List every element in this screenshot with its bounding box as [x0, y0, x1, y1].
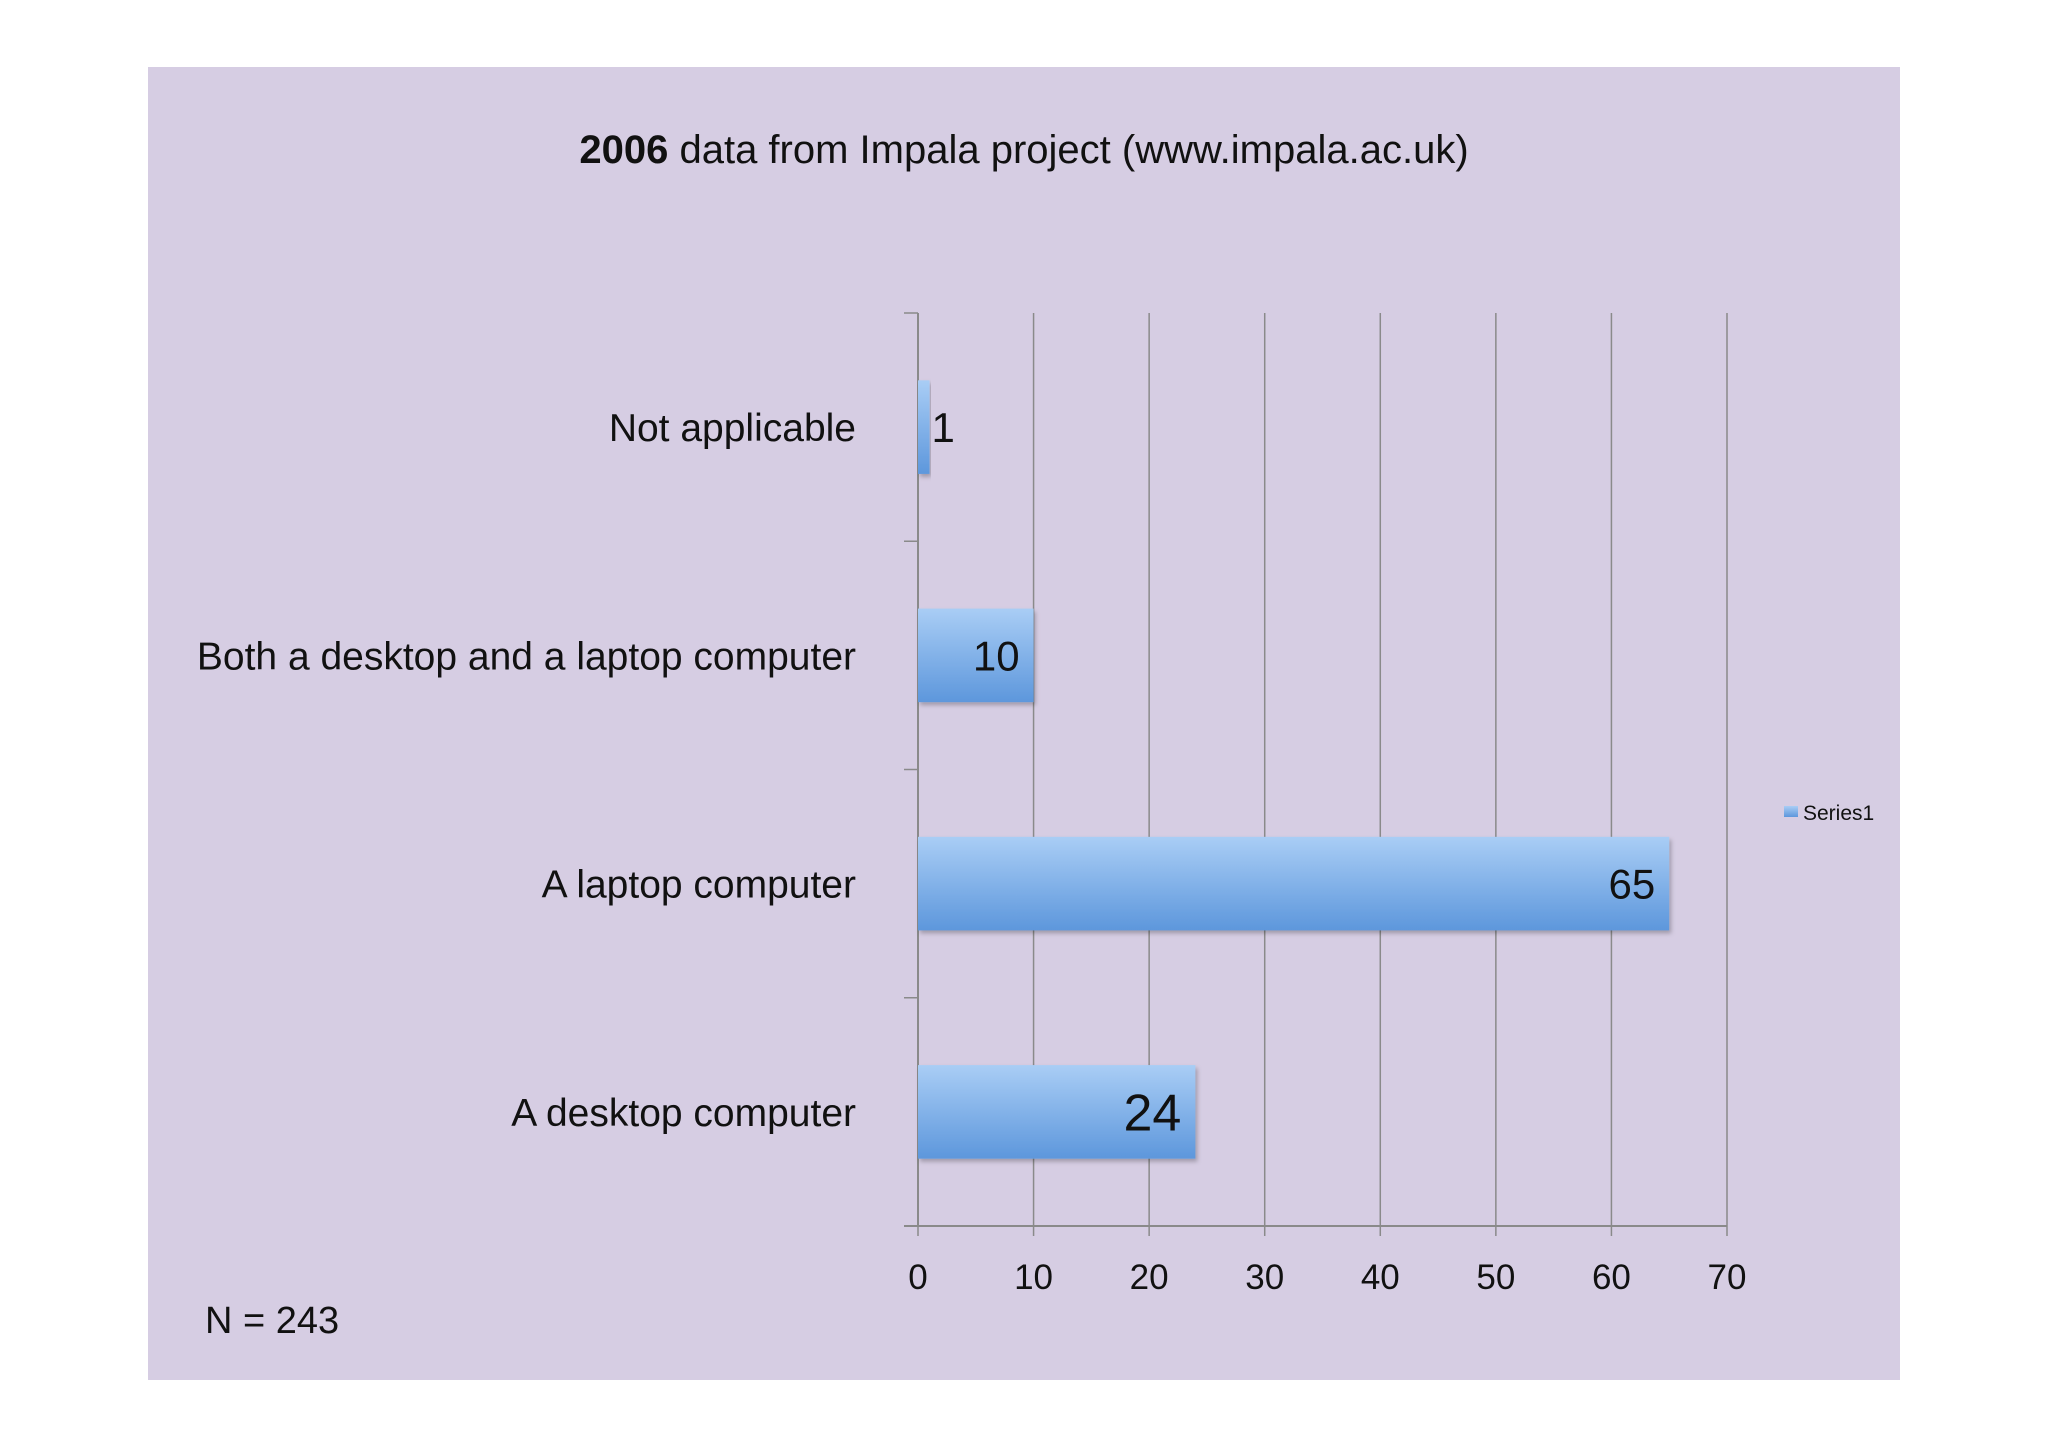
data-label: 1	[932, 404, 955, 451]
bar	[918, 380, 930, 474]
x-tick-label: 60	[1592, 1258, 1631, 1297]
category-label: A laptop computer	[542, 864, 856, 907]
sample-size-note: N = 243	[205, 1300, 340, 1342]
x-tick-label: 10	[1014, 1258, 1053, 1297]
x-tick-label: 50	[1476, 1258, 1515, 1297]
chart-title-year: 2006	[579, 128, 669, 172]
x-tick-label: 0	[908, 1258, 927, 1297]
legend-label: Series1	[1803, 802, 1874, 825]
data-label: 10	[973, 632, 1020, 679]
x-tick-label: 30	[1245, 1258, 1284, 1297]
chart-area	[148, 67, 1900, 1380]
x-tick-label: 40	[1361, 1258, 1400, 1297]
data-label: 24	[1124, 1085, 1182, 1143]
category-label: Both a desktop and a laptop computer	[197, 635, 856, 678]
x-tick-label: 70	[1708, 1258, 1747, 1297]
data-label: 65	[1608, 861, 1655, 908]
category-label: A desktop computer	[511, 1092, 856, 1135]
x-tick-label: 20	[1130, 1258, 1169, 1297]
bar	[918, 836, 1670, 931]
bar	[918, 608, 1034, 703]
chart-title-text: data from Impala project (www.impala.ac.…	[668, 128, 1469, 172]
bar	[918, 1065, 1196, 1159]
chart-title: 2006 data from Impala project (www.impal…	[0, 128, 2048, 173]
legend-swatch	[1784, 806, 1798, 817]
category-label: Not applicable	[609, 407, 856, 450]
